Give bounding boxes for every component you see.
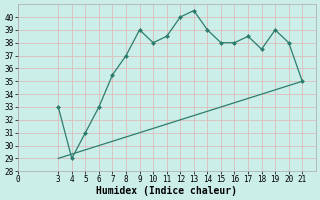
X-axis label: Humidex (Indice chaleur): Humidex (Indice chaleur) xyxy=(96,186,237,196)
